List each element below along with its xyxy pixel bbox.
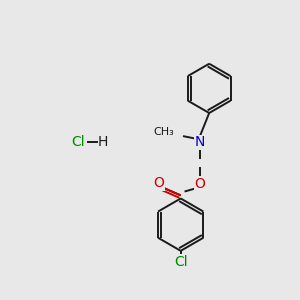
Text: Cl: Cl [174, 255, 188, 268]
Text: Cl: Cl [71, 135, 85, 149]
Text: CH₃: CH₃ [153, 127, 174, 137]
Text: N: N [195, 135, 205, 149]
Text: O: O [194, 177, 206, 191]
Text: O: O [153, 176, 164, 190]
Text: H: H [98, 135, 108, 149]
